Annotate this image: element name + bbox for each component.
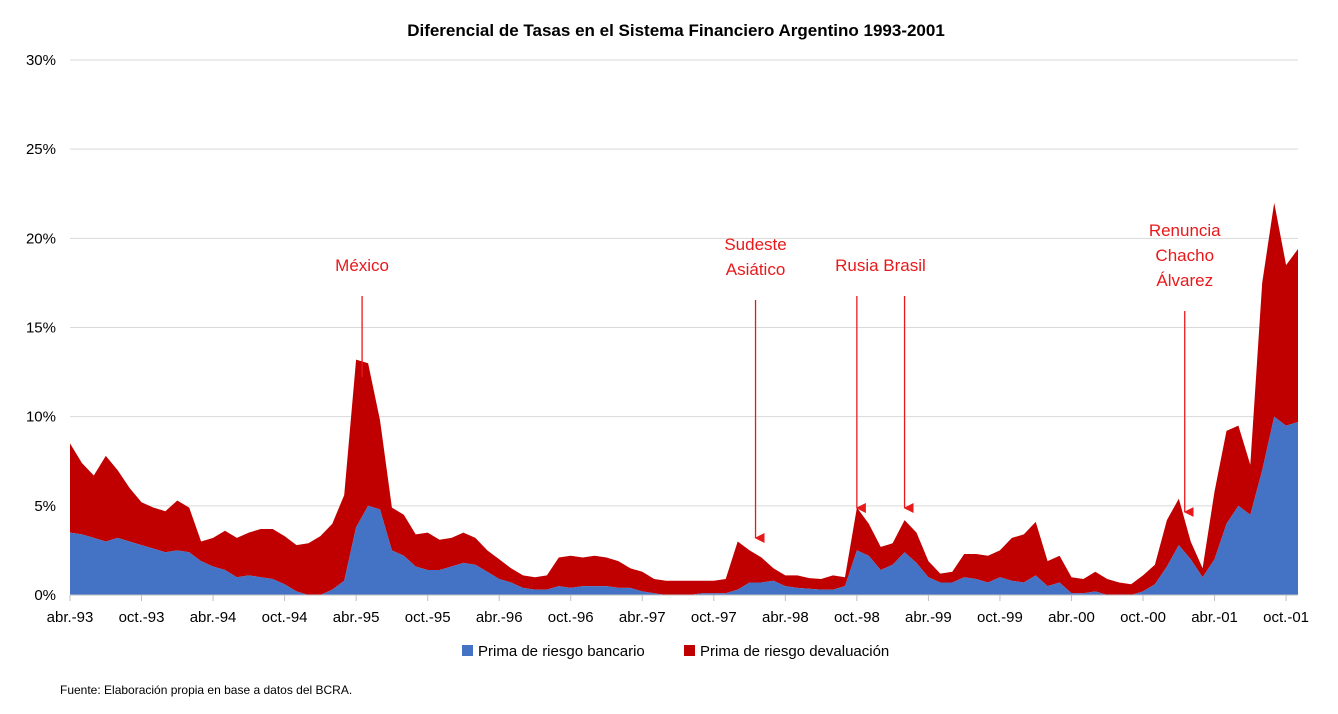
x-tick-label: oct.-95 [405,609,451,626]
legend-swatch-devaluacion [684,645,695,656]
y-tick-label: 15% [26,320,56,337]
annotation-label: Sudeste [724,235,786,254]
x-tick-label: oct.-99 [977,609,1023,626]
annotation-label: Rusia [835,256,879,275]
x-tick-label: abr.-01 [1191,609,1238,626]
x-tick-label: abr.-95 [333,609,380,626]
annotation-label: México [335,256,389,275]
chart-title: Diferencial de Tasas en el Sistema Finan… [407,21,945,40]
plot-areas [70,202,1298,595]
x-tick-label: abr.-96 [476,609,523,626]
annotations: México Sudeste Asiático Rusia Brasil Renuncia… [335,221,1221,543]
annotation-label: Chacho [1155,246,1214,265]
x-tick-label: oct.-94 [262,609,308,626]
axes: 0% 5% 10% 15% 20% 25% 30% abr.-93 oct.-93 abr.-94… [26,52,1309,626]
x-tick-label: abr.-97 [619,609,666,626]
annotation-label: Renuncia [1149,221,1221,240]
annotation-label: Álvarez [1156,271,1213,290]
gridlines [70,59,1298,507]
legend-label-bancario: Prima de riesgo bancario [478,643,645,660]
x-tick-label: oct.-93 [119,609,165,626]
x-tick-label: oct.-01 [1263,609,1309,626]
legend-label-devaluacion: Prima de riesgo devaluación [700,643,889,660]
annotation-label: Brasil [883,256,926,275]
x-tick-label: abr.-00 [1048,609,1095,626]
x-tick-label: oct.-97 [691,609,737,626]
y-tick-label: 20% [26,230,56,247]
y-tick-label: 30% [26,52,56,69]
x-tick-label: oct.-96 [548,609,594,626]
x-tick-label: oct.-98 [834,609,880,626]
legend: Prima de riesgo bancario Prima de riesgo … [462,643,889,660]
area-series-prima-devaluacion [70,202,1298,595]
source-note: Fuente: Elaboración propia en base a dat… [60,683,352,697]
x-tick-label: abr.-94 [190,609,237,626]
y-tick-label: 0% [34,587,56,604]
legend-swatch-bancario [462,645,473,656]
y-tick-label: 25% [26,141,56,158]
x-tick-label: abr.-93 [47,609,94,626]
annotation-label: Asiático [726,260,786,279]
area-series-prima-bancario [70,416,1298,595]
y-tick-label: 5% [34,498,56,515]
x-tick-label: abr.-98 [762,609,809,626]
y-tick-label: 10% [26,409,56,426]
x-tick-label: abr.-99 [905,609,952,626]
x-tick-label: oct.-00 [1120,609,1166,626]
